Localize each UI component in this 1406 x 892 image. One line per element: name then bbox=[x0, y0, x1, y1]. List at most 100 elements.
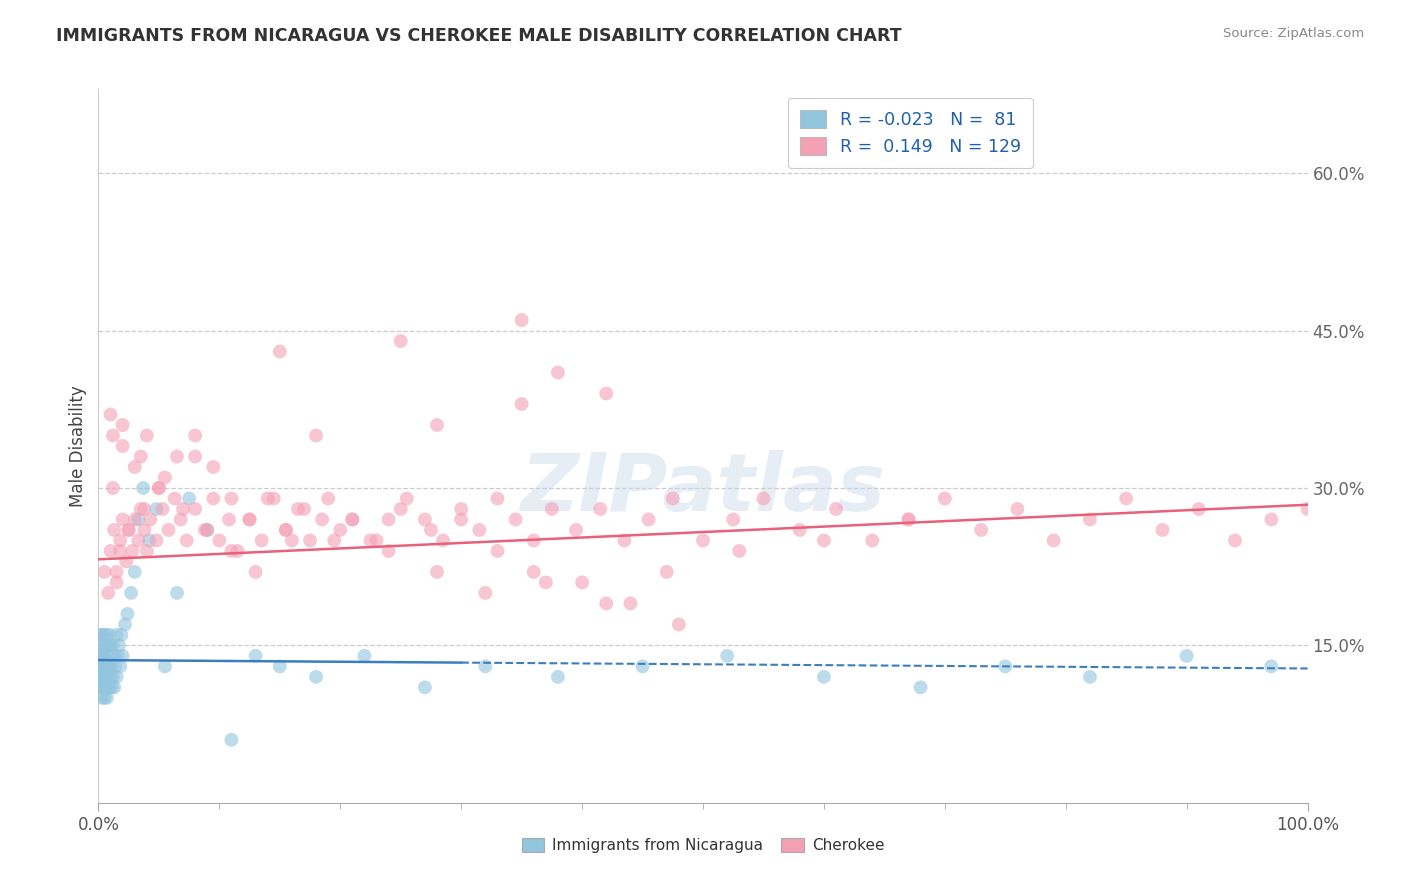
Point bbox=[153, 470, 176, 484]
Point bbox=[91, 648, 114, 663]
Point bbox=[100, 408, 122, 422]
Point bbox=[93, 565, 115, 579]
Point bbox=[245, 648, 267, 663]
Point bbox=[613, 533, 636, 548]
Point bbox=[1007, 502, 1029, 516]
Point bbox=[184, 502, 207, 516]
Point bbox=[93, 648, 115, 663]
Point bbox=[90, 659, 112, 673]
Point bbox=[96, 690, 118, 705]
Point bbox=[89, 659, 111, 673]
Point bbox=[153, 659, 176, 673]
Point bbox=[299, 533, 322, 548]
Point bbox=[90, 628, 112, 642]
Point bbox=[105, 575, 128, 590]
Point bbox=[287, 502, 309, 516]
Text: ZIPatlas: ZIPatlas bbox=[520, 450, 886, 528]
Point bbox=[127, 533, 149, 548]
Point bbox=[120, 586, 142, 600]
Point bbox=[96, 628, 118, 642]
Point bbox=[1260, 659, 1282, 673]
Point bbox=[202, 460, 225, 475]
Point bbox=[184, 428, 207, 442]
Point bbox=[245, 565, 267, 579]
Point bbox=[152, 502, 174, 516]
Point bbox=[221, 544, 243, 558]
Legend: Immigrants from Nicaragua, Cherokee: Immigrants from Nicaragua, Cherokee bbox=[516, 831, 890, 859]
Point bbox=[101, 639, 124, 653]
Point bbox=[269, 344, 291, 359]
Point bbox=[124, 565, 146, 579]
Point bbox=[292, 502, 315, 516]
Point bbox=[184, 450, 207, 464]
Point bbox=[91, 659, 114, 673]
Point bbox=[97, 639, 120, 653]
Point bbox=[93, 639, 115, 653]
Point bbox=[486, 544, 509, 558]
Point bbox=[565, 523, 588, 537]
Point bbox=[138, 533, 160, 548]
Point bbox=[910, 681, 932, 695]
Point bbox=[111, 648, 134, 663]
Point bbox=[1078, 512, 1101, 526]
Point bbox=[145, 502, 167, 516]
Point bbox=[91, 628, 114, 642]
Point bbox=[93, 681, 115, 695]
Point bbox=[934, 491, 956, 506]
Point bbox=[117, 607, 139, 621]
Point bbox=[813, 670, 835, 684]
Point bbox=[96, 670, 118, 684]
Point bbox=[589, 502, 612, 516]
Point bbox=[342, 512, 364, 526]
Point bbox=[108, 659, 131, 673]
Point bbox=[221, 491, 243, 506]
Point bbox=[305, 670, 328, 684]
Point bbox=[118, 523, 141, 537]
Point bbox=[239, 512, 262, 526]
Point bbox=[668, 617, 690, 632]
Point bbox=[1296, 502, 1319, 516]
Point bbox=[134, 502, 156, 516]
Point bbox=[547, 366, 569, 380]
Point bbox=[728, 544, 751, 558]
Point bbox=[91, 681, 114, 695]
Point bbox=[100, 659, 122, 673]
Point bbox=[195, 523, 218, 537]
Point bbox=[637, 512, 659, 526]
Point bbox=[413, 681, 436, 695]
Point bbox=[970, 523, 993, 537]
Point bbox=[468, 523, 491, 537]
Point bbox=[111, 417, 134, 432]
Point bbox=[145, 533, 167, 548]
Point bbox=[94, 659, 117, 673]
Point bbox=[100, 681, 122, 695]
Point bbox=[366, 533, 388, 548]
Point bbox=[194, 523, 217, 537]
Point bbox=[100, 670, 122, 684]
Point bbox=[1152, 523, 1174, 537]
Point bbox=[595, 596, 617, 610]
Point bbox=[176, 533, 198, 548]
Point bbox=[124, 512, 146, 526]
Point bbox=[377, 544, 399, 558]
Text: Source: ZipAtlas.com: Source: ZipAtlas.com bbox=[1223, 27, 1364, 40]
Point bbox=[1175, 648, 1198, 663]
Point bbox=[432, 533, 454, 548]
Point bbox=[281, 533, 304, 548]
Point bbox=[100, 544, 122, 558]
Point bbox=[90, 639, 112, 653]
Point bbox=[813, 533, 835, 548]
Point bbox=[825, 502, 848, 516]
Point bbox=[426, 565, 449, 579]
Point bbox=[101, 670, 124, 684]
Point bbox=[716, 648, 738, 663]
Point bbox=[323, 533, 346, 548]
Point bbox=[389, 334, 412, 348]
Point bbox=[311, 512, 333, 526]
Point bbox=[103, 523, 125, 537]
Point bbox=[619, 596, 641, 610]
Point bbox=[752, 491, 775, 506]
Point bbox=[94, 670, 117, 684]
Point bbox=[353, 648, 375, 663]
Point bbox=[108, 533, 131, 548]
